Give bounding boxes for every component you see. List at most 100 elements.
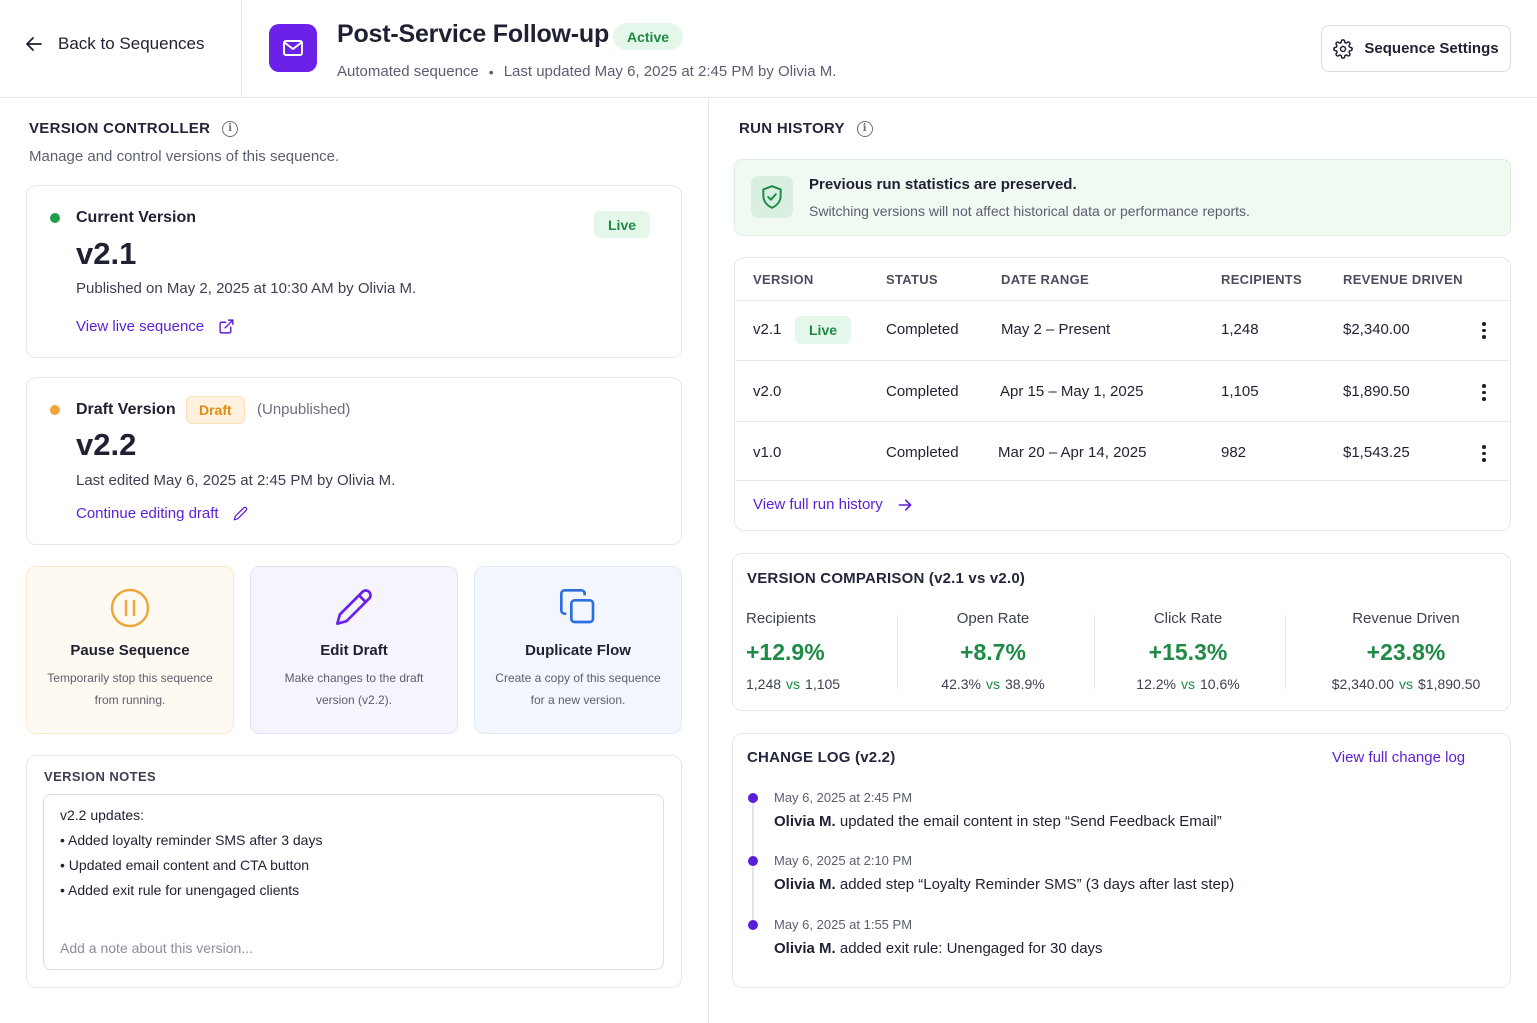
row-date-range: Mar 20 – Apr 14, 2025 (998, 444, 1147, 461)
change-time: May 6, 2025 at 1:55 PM (774, 917, 913, 932)
settings-label: Sequence Settings (1364, 40, 1499, 57)
pencil-small-icon (233, 506, 247, 521)
version-controller-heading: VERSION CONTROLLER (29, 120, 211, 137)
current-version-meta: Published on May 2, 2025 at 10:30 AM by … (76, 280, 417, 297)
metric-compare: $2,340.00 vs $1,890.50 (1331, 676, 1481, 692)
notes-line: • Added exit rule for unengaged clients (60, 882, 300, 898)
version-controller-title: VERSION CONTROLLER i (29, 120, 239, 137)
pause-sequence-tile[interactable]: Pause Sequence Temporarily stop this seq… (26, 566, 234, 734)
mail-icon (269, 24, 317, 72)
duplicate-flow-title: Duplicate Flow (525, 642, 631, 659)
continue-editing-draft-link[interactable]: Continue editing draft (76, 505, 248, 522)
row-divider (735, 360, 1510, 361)
copy-icon (560, 589, 595, 624)
page-header: Back to Sequences Post-Service Follow-up… (0, 0, 1537, 98)
row-more-options-icon[interactable] (1478, 445, 1490, 462)
edit-draft-tile[interactable]: Edit Draft Make changes to the draft vers… (250, 566, 458, 734)
run-history-title: RUN HISTORY i (739, 120, 873, 137)
pause-sequence-title: Pause Sequence (70, 642, 190, 659)
metric-delta: +23.8% (1366, 639, 1446, 665)
duplicate-flow-tile[interactable]: Duplicate Flow Create a copy of this seq… (474, 566, 682, 734)
sequence-settings-button[interactable]: Sequence Settings (1321, 25, 1511, 72)
run-history-heading: RUN HISTORY (739, 120, 845, 137)
timeline-dot (748, 793, 758, 803)
change-time: May 6, 2025 at 2:45 PM (774, 790, 913, 805)
arrow-left-icon (26, 37, 42, 51)
draft-version-number: v2.2 (76, 427, 137, 462)
metric-click-rate: Click Rate +15.3% 12.2% vs 10.6% (1098, 610, 1278, 692)
version-notes-label: VERSION NOTES (44, 769, 157, 784)
preserved-stats-banner (734, 159, 1511, 236)
col-header-status: STATUS (886, 272, 938, 287)
back-label: Back to Sequences (58, 34, 205, 53)
row-divider (735, 480, 1510, 481)
metric-label: Revenue Driven (1352, 610, 1460, 627)
row-divider (735, 300, 1510, 301)
edit-draft-desc: Make changes to the draft version (v2.2). (284, 671, 424, 707)
view-live-sequence-link[interactable]: View live sequence (76, 318, 235, 335)
duplicate-flow-desc: Create a copy of this sequence for a new … (495, 671, 661, 707)
metric-compare: 1,248 vs 1,105 (746, 676, 841, 692)
header-divider (241, 0, 242, 98)
pencil-icon (336, 589, 372, 625)
row-date-range: May 2 – Present (1001, 321, 1111, 338)
pause-icon (110, 588, 150, 628)
banner-subtitle: Switching versions will not affect histo… (809, 203, 1250, 219)
run-history-table (734, 257, 1511, 531)
draft-version-label: Draft Version (76, 401, 176, 418)
view-live-sequence-label: View live sequence (76, 318, 205, 335)
metric-label: Recipients (746, 610, 817, 627)
status-badge: Active (613, 23, 684, 50)
metric-delta: +8.7% (960, 639, 1026, 665)
row-version: v1.0 (753, 444, 782, 461)
draft-badge: Draft (186, 396, 245, 424)
notes-line: v2.2 updates: (60, 807, 145, 823)
row-recipients: 1,248 (1221, 321, 1259, 338)
change-entry: Olivia M. added step “Loyalty Reminder S… (774, 876, 1235, 893)
row-recipients: 982 (1221, 444, 1247, 461)
version-controller-subtitle: Manage and control versions of this sequ… (29, 148, 340, 165)
info-icon[interactable]: i (222, 120, 239, 137)
shield-check-icon (751, 176, 793, 218)
current-version-card (26, 185, 682, 358)
notes-line: • Added loyalty reminder SMS after 3 day… (60, 832, 323, 848)
continue-editing-label: Continue editing draft (76, 505, 219, 522)
col-header-recipients: RECIPIENTS (1221, 272, 1303, 287)
metric-delta: +12.9% (746, 639, 825, 665)
metric-label: Click Rate (1153, 610, 1223, 627)
edit-draft-title: Edit Draft (320, 642, 388, 659)
row-live-badge: Live (795, 316, 852, 344)
metric-compare: 42.3% vs 38.9% (941, 676, 1045, 692)
row-more-options-icon[interactable] (1478, 384, 1490, 401)
gear-icon (1333, 38, 1354, 59)
back-to-sequences-link[interactable]: Back to Sequences (24, 34, 204, 54)
row-divider (735, 421, 1510, 422)
col-header-version: VERSION (753, 272, 814, 287)
view-full-change-log-link[interactable]: View full change log (1332, 749, 1466, 766)
live-status-dot (50, 213, 60, 223)
page-title: Post-Service Follow-up (337, 20, 610, 48)
timeline-dot (748, 856, 758, 866)
version-comparison-title: VERSION COMPARISON (v2.1 vs v2.0) (747, 570, 1026, 587)
page-subtitle: Automated sequence • Last updated May 6,… (337, 63, 836, 80)
timeline-dot (748, 920, 758, 930)
metric-divider (1094, 615, 1095, 689)
row-status: Completed (886, 444, 959, 461)
last-updated: Last updated May 6, 2025 at 2:45 PM by O… (503, 63, 837, 80)
view-full-run-history-link[interactable]: View full run history (753, 496, 913, 513)
notes-placeholder[interactable]: Add a note about this version... (60, 940, 254, 956)
info-icon[interactable]: i (856, 120, 873, 137)
draft-status-dot (50, 405, 60, 415)
banner-title: Previous run statistics are preserved. (809, 176, 1077, 193)
version-notes-textarea[interactable] (43, 794, 664, 970)
change-log-title: CHANGE LOG (v2.2) (747, 749, 896, 766)
col-header-date-range: DATE RANGE (1001, 272, 1089, 287)
row-revenue: $1,543.25 (1343, 444, 1410, 461)
pause-sequence-desc: Temporarily stop this sequence from runni… (47, 671, 213, 707)
current-version-number: v2.1 (76, 236, 137, 271)
change-entry: Olivia M. added exit rule: Unengaged for… (774, 940, 1103, 957)
row-more-options-icon[interactable] (1478, 322, 1490, 339)
live-badge: Live (594, 211, 651, 238)
view-full-run-history-label: View full run history (753, 496, 883, 513)
row-status: Completed (886, 321, 959, 338)
